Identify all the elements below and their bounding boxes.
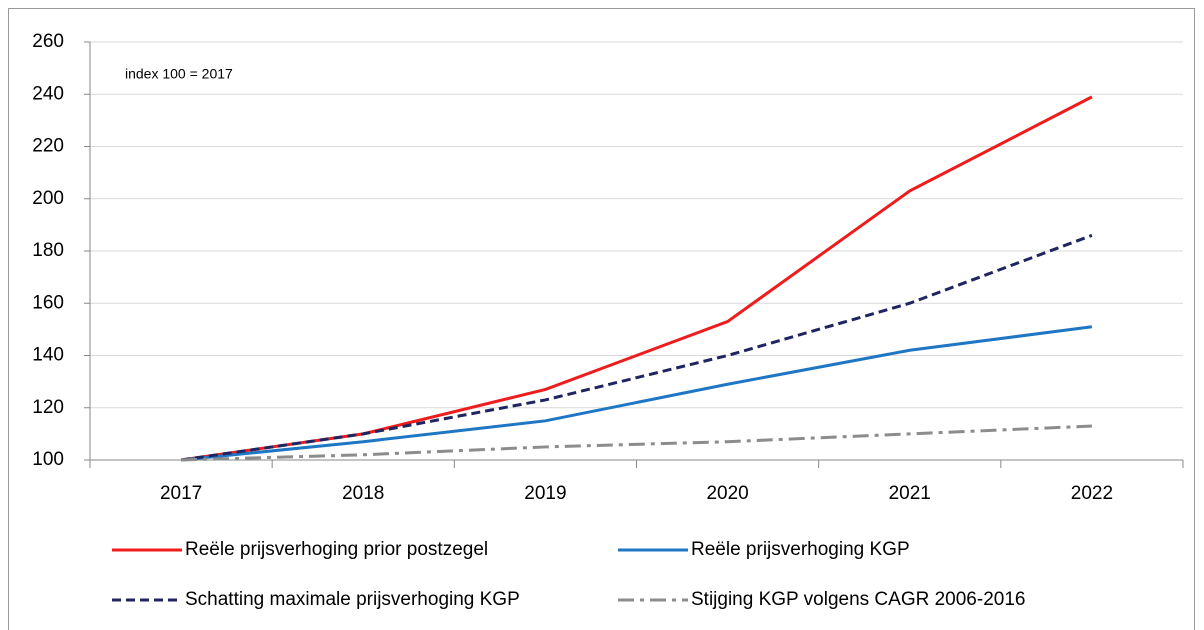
series-line (181, 424, 1092, 462)
y-tick-label: 100 (32, 449, 64, 470)
legend-label: Schatting maximale prijsverhoging KGP (185, 589, 520, 610)
series-line (180, 325, 1093, 462)
y-tick-label: 260 (32, 31, 64, 52)
x-tick-label: 2020 (706, 483, 748, 504)
y-tick-label: 240 (32, 83, 64, 104)
chart-frame (8, 8, 1195, 630)
y-tick-label: 160 (32, 292, 64, 313)
x-tick-label: 2019 (524, 483, 566, 504)
annotation: index 100 = 2017 (125, 66, 233, 82)
series-line (180, 95, 1093, 462)
x-tick-label: 2021 (889, 483, 931, 504)
series-line (180, 233, 1093, 462)
y-tick-label: 180 (32, 240, 64, 261)
legend-label: Reële prijsverhoging KGP (691, 539, 910, 560)
x-tick-label: 2022 (1071, 483, 1113, 504)
y-tick-label: 140 (32, 345, 64, 366)
x-tick-label: 2017 (160, 483, 202, 504)
legend-label: Reële prijsverhoging prior postzegel (185, 539, 488, 560)
legend-label: Stijging KGP volgens CAGR 2006-2016 (691, 589, 1025, 610)
y-tick-label: 200 (32, 188, 64, 209)
y-tick-label: 120 (32, 397, 64, 418)
x-tick-label: 2018 (342, 483, 384, 504)
y-tick-label: 220 (32, 136, 64, 157)
